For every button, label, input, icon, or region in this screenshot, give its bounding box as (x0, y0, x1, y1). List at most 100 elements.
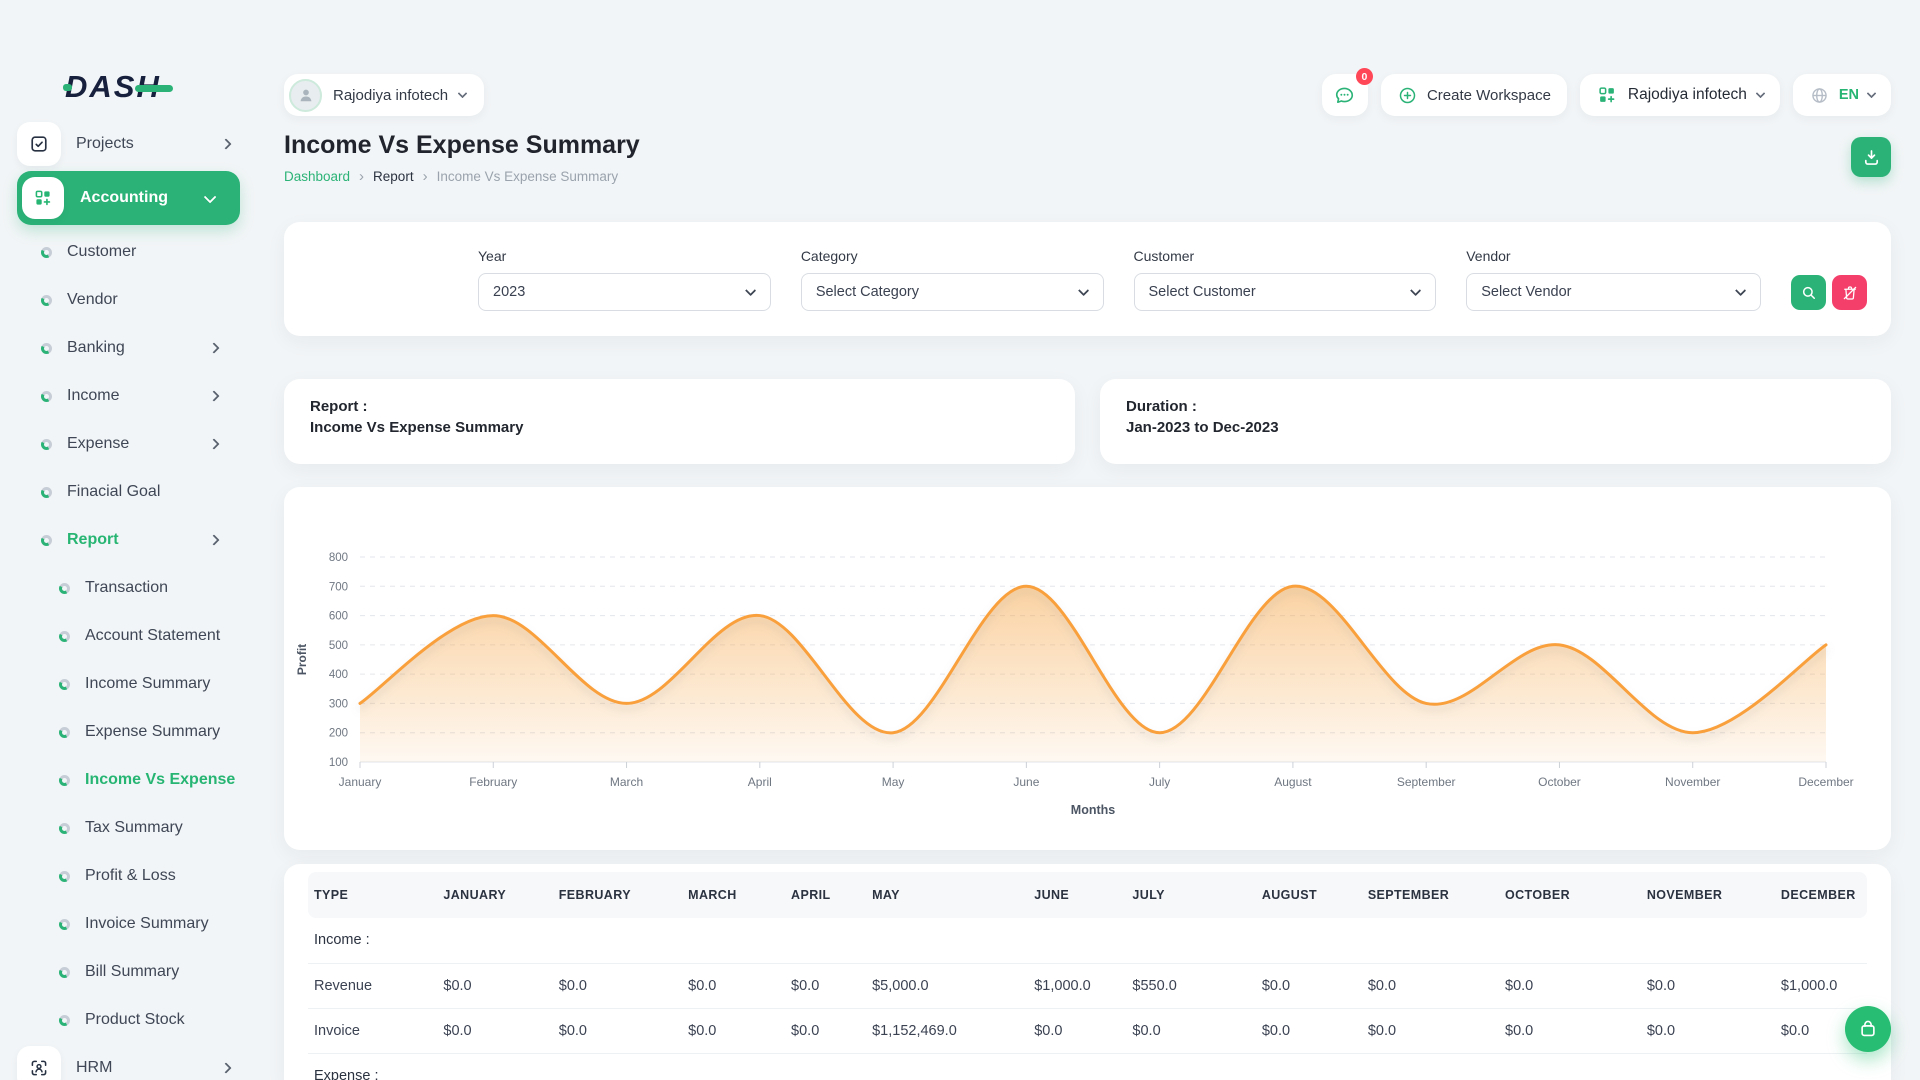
sidebar-item-expense-summary[interactable]: Expense Summary (17, 708, 260, 756)
row-value: $0.0 (1361, 963, 1499, 1009)
duration-card-label: Duration : (1126, 398, 1197, 415)
chevron-right-icon: › (359, 167, 365, 185)
sidebar-item-label: Income Vs Expense (85, 771, 236, 788)
sidebar-item-income[interactable]: Income (17, 372, 260, 420)
sidebar-item-expense[interactable]: Expense (17, 420, 260, 468)
sidebar: DASH Projects Accounting Customer Vendor Ban… (0, 0, 260, 1080)
sidebar-item-label: Expense Summary (85, 723, 221, 740)
svg-text:August: August (1274, 775, 1312, 789)
row-value: $0.0 (1361, 1008, 1499, 1054)
row-type: Invoice (308, 1008, 438, 1054)
row-value: $0.0 (437, 1008, 553, 1054)
sidebar-item-vendor[interactable]: Vendor (17, 276, 260, 324)
sidebar-item-bill-summary[interactable]: Bill Summary (17, 948, 260, 996)
svg-text:700: 700 (329, 581, 348, 593)
bullet-donut-icon (59, 726, 70, 738)
table-section-row: Income : (308, 918, 1867, 964)
chevron-right-icon (208, 342, 220, 354)
income-vs-expense-chart: 800 700 600 500 400 300 200 100 January February M… (284, 499, 1891, 839)
breadcrumb-dashboard[interactable]: Dashboard (284, 169, 351, 184)
sidebar-item-label: Vendor (67, 291, 118, 308)
avatar (289, 78, 322, 112)
sidebar-item-profit-loss[interactable]: Profit & Loss (17, 852, 260, 900)
customer-select[interactable]: Select Customer (1133, 273, 1437, 311)
report-card-label: Report : (310, 398, 368, 415)
sidebar-item-banking[interactable]: Banking (17, 324, 260, 372)
year-select[interactable]: 2023 (478, 273, 771, 311)
svg-text:800: 800 (329, 552, 348, 564)
chevron-right-icon (208, 534, 220, 546)
svg-text:Profit: Profit (295, 644, 309, 675)
filter-panel: Year 2023 Category Select Category Custo… (284, 222, 1891, 336)
chevron-down-icon (1734, 284, 1747, 297)
sidebar-item-product-stock[interactable]: Product Stock (17, 996, 260, 1044)
sidebar-item-transaction[interactable]: Transaction (17, 564, 260, 612)
row-value: $1,000.0 (1774, 963, 1867, 1009)
report-table: TYPE JANUARY FEBRUARY MARCH APRIL MAY JUNE JULY… (308, 872, 1867, 1080)
app-logo[interactable]: DASH (63, 69, 260, 104)
sidebar-item-hrm[interactable]: HRM (17, 1044, 260, 1080)
report-card-value: Income Vs Expense Summary (310, 419, 524, 436)
sidebar-item-finacial-goal[interactable]: Finacial Goal (17, 468, 260, 516)
column-header: JANUARY (437, 872, 553, 918)
sidebar-item-accounting[interactable]: Accounting (17, 171, 240, 225)
svg-text:500: 500 (329, 640, 348, 652)
bullet-donut-icon (59, 582, 70, 594)
workspace-grid-icon (1599, 87, 1615, 103)
sidebar-item-tax-summary[interactable]: Tax Summary (17, 804, 260, 852)
svg-text:June: June (1013, 775, 1039, 789)
plus-circle-icon (1399, 87, 1416, 103)
svg-text:October: October (1538, 775, 1581, 789)
logo-dot-icon (63, 84, 72, 91)
create-workspace-button[interactable]: Create Workspace (1380, 74, 1567, 116)
category-select[interactable]: Select Category (800, 273, 1104, 311)
bullet-donut-icon (59, 918, 70, 930)
reset-filter-button[interactable] (1832, 275, 1867, 310)
sidebar-item-invoice-summary[interactable]: Invoice Summary (17, 900, 260, 948)
year-label: Year (478, 248, 507, 264)
report-card: Report : Income Vs Expense Summary (284, 379, 1075, 464)
bullet-donut-icon (41, 246, 52, 258)
svg-text:April: April (748, 775, 772, 789)
column-header: JUNE (1028, 872, 1127, 918)
apply-filter-button[interactable] (1791, 275, 1826, 310)
sidebar-item-label: Invoice Summary (85, 915, 209, 932)
vendor-label: Vendor (1466, 248, 1511, 264)
language-selector[interactable]: EN (1792, 74, 1891, 116)
main-content: Rajodiya infotech 0 Create Workspace Raj… (260, 0, 1920, 1080)
row-value: $0.0 (552, 963, 683, 1009)
bullet-donut-icon (59, 870, 70, 882)
sidebar-item-customer[interactable]: Customer (17, 228, 260, 276)
org-selector[interactable]: Rajodiya infotech (1579, 74, 1780, 116)
sidebar-item-income-summary[interactable]: Income Summary (17, 660, 260, 708)
vendor-select[interactable]: Select Vendor (1466, 273, 1761, 311)
chevron-down-icon (1410, 284, 1422, 297)
sidebar-item-projects[interactable]: Projects (17, 120, 260, 168)
svg-text:March: March (610, 775, 643, 789)
row-value: $0.0 (1126, 1008, 1256, 1054)
cart-fab-button[interactable] (1845, 1006, 1891, 1052)
duration-card: Duration : Jan-2023 to Dec-2023 (1100, 379, 1891, 464)
hrm-icon (17, 1046, 61, 1080)
chevron-down-icon (203, 190, 217, 203)
row-value: $0.0 (1255, 963, 1362, 1009)
chevron-down-icon (457, 88, 468, 99)
language-code: EN (1838, 87, 1859, 103)
breadcrumb-report[interactable]: Report (373, 169, 414, 184)
svg-text:January: January (339, 775, 382, 789)
sidebar-item-label: Accounting (80, 189, 168, 206)
customer-label: Customer (1133, 248, 1195, 264)
sidebar-item-income-vs-expense[interactable]: Income Vs Expense (17, 756, 260, 804)
chevron-down-icon (744, 284, 757, 297)
globe-icon (1812, 87, 1827, 103)
svg-text:May: May (882, 775, 905, 789)
sidebar-item-label: Customer (67, 243, 137, 260)
messages-button[interactable]: 0 (1321, 68, 1373, 116)
workspace-selector[interactable]: Rajodiya infotech (284, 74, 485, 116)
svg-text:200: 200 (329, 728, 348, 740)
sidebar-item-report[interactable]: Report (17, 516, 260, 564)
table-body: Income : Revenue $0.0 $0.0 $0.0 $0.0 $5,000.0 $… (308, 918, 1867, 1080)
download-report-button[interactable] (1851, 137, 1891, 177)
sidebar-item-account-statement[interactable]: Account Statement (17, 612, 260, 660)
